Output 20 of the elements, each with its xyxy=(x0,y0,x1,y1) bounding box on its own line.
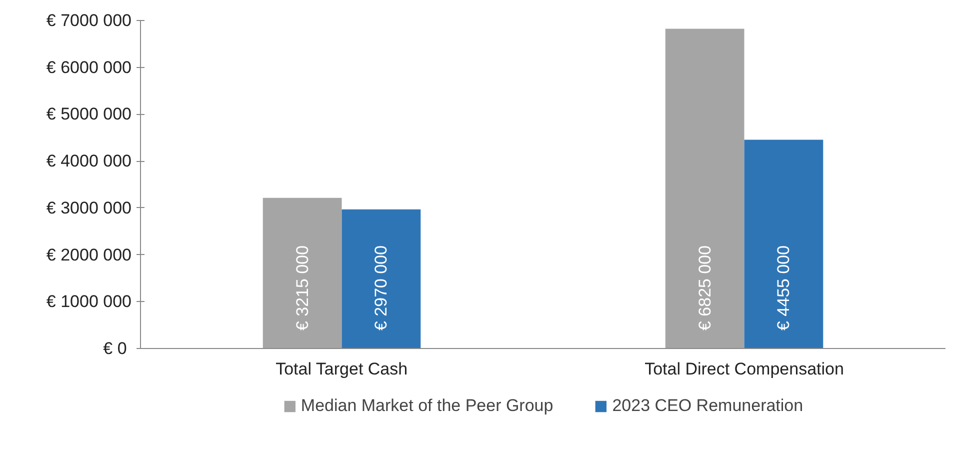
bar xyxy=(665,28,744,348)
y-tick-label: € 1000 000 xyxy=(46,292,132,312)
y-tick-label: € 2000 000 xyxy=(46,245,132,264)
data-label: € 6825 000 xyxy=(695,245,714,330)
legend-label: 2023 CEO Remuneration xyxy=(612,396,804,416)
bar xyxy=(744,140,824,348)
y-tick-label: € 5000 000 xyxy=(46,104,132,124)
x-tick-label: Total Target Cash xyxy=(276,360,408,378)
y-tick-label: € 6000 000 xyxy=(46,58,132,77)
x-tick-label: Total Direct Compensation xyxy=(644,360,844,378)
data-label: € 3215 000 xyxy=(292,245,312,330)
y-tick-label: € 4000 000 xyxy=(46,152,132,171)
bar xyxy=(262,198,342,348)
legend-label: Median Market of the Peer Group xyxy=(300,396,554,416)
bar xyxy=(342,209,421,348)
data-label: € 4455 000 xyxy=(774,245,794,330)
y-tick-label: € 7000 000 xyxy=(46,11,132,30)
data-label: € 2970 000 xyxy=(372,245,391,330)
y-tick-label: € 3000 000 xyxy=(46,198,132,218)
y-tick-label: € 0 xyxy=(103,339,127,358)
